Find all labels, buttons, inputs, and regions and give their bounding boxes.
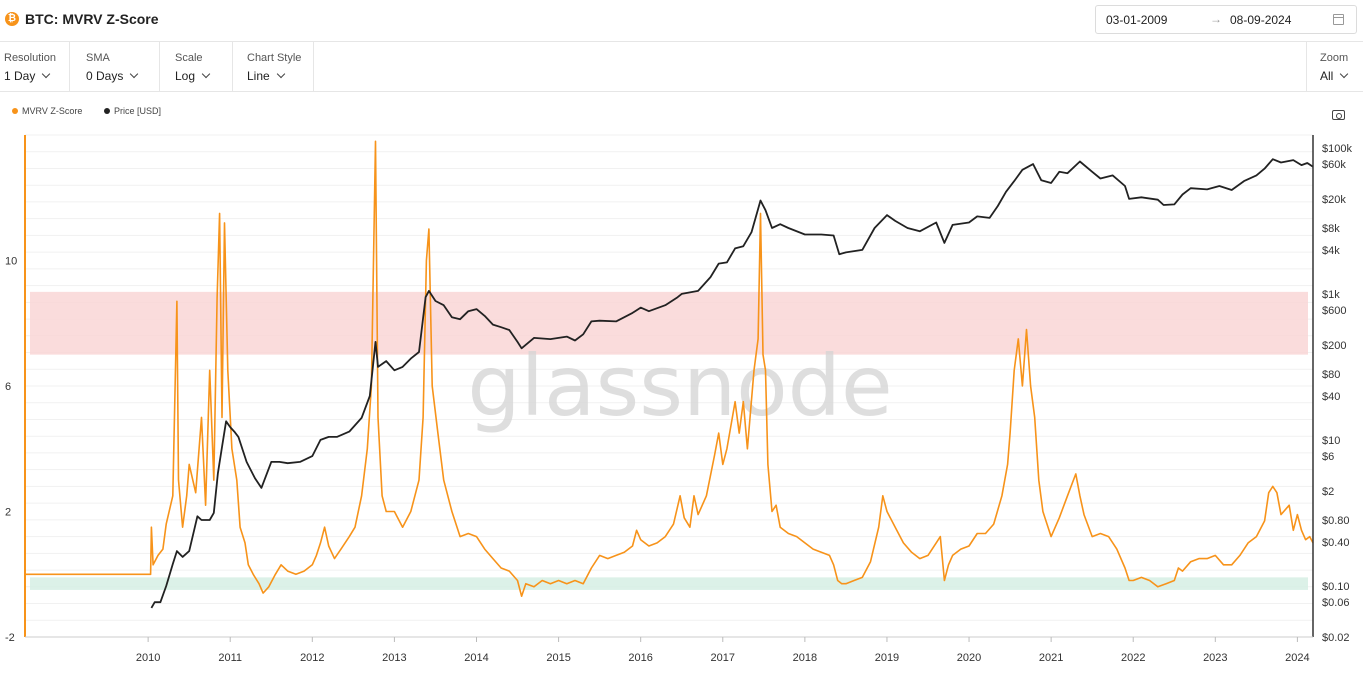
resolution-value: 1 Day: [4, 69, 36, 83]
left-tick-label: 10: [5, 256, 17, 268]
chart-controls: Resolution 1 Day SMA 0 Days Scale Log Ch…: [0, 42, 1363, 92]
watermark: glassnode: [467, 337, 892, 435]
chevron-down-icon: [42, 69, 51, 79]
chart-style-label: Chart Style: [247, 52, 302, 64]
right-tick-label: $4k: [1322, 245, 1340, 257]
legend-label-price: Price [USD]: [114, 106, 162, 116]
x-tick-label: 2021: [1039, 652, 1063, 664]
zoom-select[interactable]: Zoom All: [1306, 42, 1363, 92]
bitcoin-icon: ₿: [5, 12, 19, 26]
x-tick-label: 2020: [957, 652, 981, 664]
sma-value: 0 Days: [86, 69, 124, 83]
date-start-input[interactable]: 03-01-2009: [1106, 13, 1168, 27]
date-arrow-icon: →: [1210, 12, 1222, 26]
right-tick-label: $20k: [1322, 194, 1346, 206]
scale-label: Scale: [175, 52, 203, 64]
x-tick-label: 2012: [300, 652, 324, 664]
right-tick-label: $8k: [1322, 223, 1340, 235]
right-tick-label: $100k: [1322, 143, 1352, 155]
x-tick-label: 2019: [875, 652, 899, 664]
x-tick-label: 2024: [1285, 652, 1309, 664]
x-tick-label: 2015: [546, 652, 570, 664]
left-tick-label: 2: [5, 507, 11, 519]
x-tick-label: 2017: [711, 652, 735, 664]
legend-item-price[interactable]: Price [USD]: [104, 106, 161, 116]
right-tick-label: $0.10: [1322, 581, 1350, 593]
left-tick-label: -2: [5, 632, 15, 644]
x-tick-label: 2022: [1121, 652, 1145, 664]
mvrv-zscore-line: [25, 140, 1314, 597]
price-line: [150, 158, 1314, 609]
chart-style-select[interactable]: Chart Style Line: [233, 42, 314, 92]
right-tick-label: $0.40: [1322, 537, 1350, 549]
zoom-value: All: [1320, 69, 1334, 83]
right-tick-label: $0.80: [1322, 515, 1350, 527]
chart-header: ₿ BTC: MVRV Z-Score 03-01-2009 → 08-09-2…: [0, 0, 1363, 42]
chart-title: BTC: MVRV Z-Score: [25, 11, 159, 27]
scale-select[interactable]: Scale Log: [160, 42, 233, 92]
date-end-input[interactable]: 08-09-2024: [1230, 13, 1292, 27]
right-tick-label: $2: [1322, 486, 1334, 498]
x-tick-label: 2011: [218, 652, 242, 664]
resolution-select[interactable]: Resolution 1 Day: [0, 42, 70, 92]
x-tick-label: 2016: [628, 652, 652, 664]
right-tick-label: $0.06: [1322, 597, 1350, 609]
scale-value: Log: [175, 69, 196, 83]
sma-label: SMA: [86, 52, 110, 64]
right-tick-label: $40: [1322, 391, 1340, 403]
chevron-down-icon: [1340, 69, 1349, 79]
right-tick-label: $200: [1322, 340, 1346, 352]
resolution-label: Resolution: [4, 52, 56, 64]
date-range-picker[interactable]: 03-01-2009 → 08-09-2024: [1095, 5, 1357, 34]
chevron-down-icon: [276, 69, 285, 79]
legend-dot-price: [104, 108, 110, 114]
legend-dot-mvrv: [12, 108, 18, 114]
x-tick-label: 2023: [1203, 652, 1227, 664]
right-tick-label: $6: [1322, 451, 1334, 463]
right-tick-label: $600: [1322, 305, 1346, 317]
x-tick-label: 2013: [382, 652, 406, 664]
chart-style-value: Line: [247, 69, 270, 83]
right-tick-label: $1k: [1322, 289, 1340, 301]
left-tick-label: 6: [5, 381, 11, 393]
chevron-down-icon: [201, 69, 211, 79]
chevron-down-icon: [130, 69, 139, 79]
legend-item-mvrv[interactable]: MVRV Z-Score: [12, 106, 82, 116]
x-tick-label: 2018: [793, 652, 817, 664]
right-tick-label: $10: [1322, 435, 1340, 447]
right-tick-label: $80: [1322, 369, 1340, 381]
right-tick-label: $0.02: [1322, 632, 1350, 644]
x-tick-label: 2010: [136, 652, 160, 664]
camera-icon[interactable]: [1332, 110, 1345, 120]
legend-label-mvrv: MVRV Z-Score: [22, 106, 83, 116]
band-undervalued: [30, 577, 1308, 590]
sma-select[interactable]: SMA 0 Days: [70, 42, 160, 92]
right-tick-label: $60k: [1322, 159, 1346, 171]
mvrv-chart: glassnode 10 6 2 -2 $100k $60k $20k $8k $4k $1k $60…: [5, 134, 1352, 664]
zoom-label: Zoom: [1320, 52, 1349, 64]
x-tick-label: 2014: [464, 652, 488, 664]
calendar-icon[interactable]: [1333, 14, 1344, 25]
